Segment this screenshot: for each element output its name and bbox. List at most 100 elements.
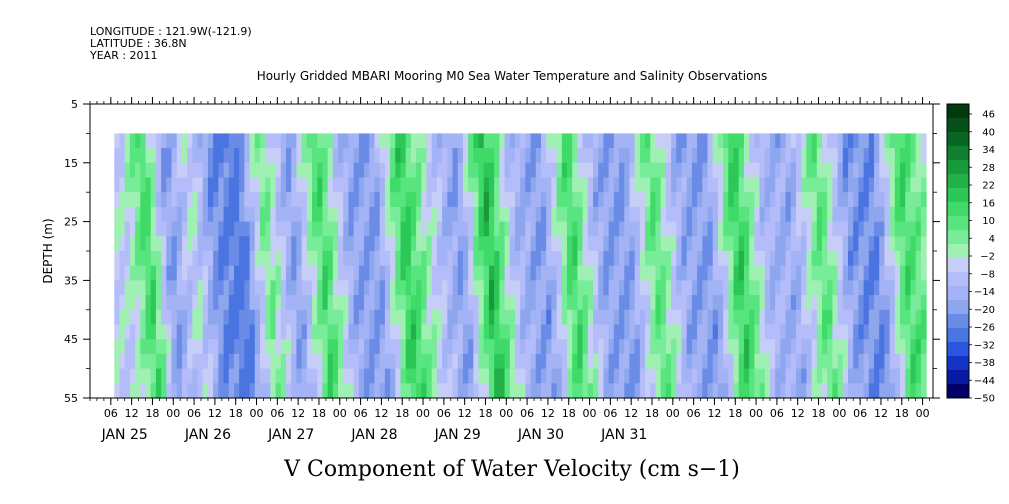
heatmap-cell bbox=[514, 353, 521, 370]
heatmap-cell bbox=[613, 148, 620, 164]
heatmap-cell bbox=[853, 368, 860, 384]
x-hour-tick-label: 12 bbox=[374, 407, 388, 420]
heatmap-cell bbox=[868, 280, 875, 296]
heatmap-cell bbox=[176, 324, 183, 340]
heatmap-cell bbox=[645, 206, 651, 223]
heatmap-cell bbox=[858, 177, 865, 193]
heatmap-cell bbox=[868, 251, 875, 267]
heatmap-cell bbox=[540, 177, 547, 193]
heatmap-cell bbox=[426, 339, 433, 355]
heatmap-cell bbox=[608, 383, 615, 399]
heatmap-cell bbox=[218, 265, 225, 281]
heatmap-cell bbox=[556, 383, 563, 399]
heatmap-cell bbox=[717, 251, 724, 267]
heatmap-cell bbox=[233, 192, 240, 208]
heatmap-cell bbox=[832, 324, 839, 340]
heatmap-cell bbox=[795, 309, 802, 326]
heatmap-cell bbox=[145, 324, 152, 340]
heatmap-cell bbox=[447, 280, 454, 296]
heatmap-cell bbox=[520, 221, 526, 237]
heatmap-cell bbox=[749, 221, 755, 237]
heatmap-cell bbox=[712, 133, 719, 149]
heatmap-cell bbox=[218, 295, 225, 311]
heatmap-cell bbox=[504, 162, 511, 179]
heatmap-cell bbox=[312, 251, 318, 267]
heatmap-cell bbox=[624, 192, 631, 208]
heatmap-cell bbox=[593, 148, 599, 164]
heatmap-cell bbox=[535, 353, 542, 370]
heatmap-cell bbox=[530, 192, 537, 208]
heatmap-cell bbox=[379, 368, 386, 384]
heatmap-cell bbox=[697, 177, 703, 193]
heatmap-cell bbox=[348, 251, 355, 267]
heatmap-cell bbox=[442, 280, 448, 296]
heatmap-cell bbox=[665, 206, 672, 223]
heatmap-cell bbox=[671, 236, 677, 252]
heatmap-cell bbox=[900, 192, 906, 208]
heatmap-cell bbox=[400, 324, 407, 340]
heatmap-cell bbox=[733, 148, 740, 164]
heatmap-cell bbox=[613, 383, 620, 399]
heatmap-cell bbox=[853, 177, 860, 193]
heatmap-cell bbox=[540, 236, 547, 252]
heatmap-cell bbox=[733, 383, 740, 399]
heatmap-cell bbox=[374, 368, 381, 384]
heatmap-cell bbox=[207, 353, 214, 370]
heatmap-cell bbox=[114, 383, 121, 399]
heatmap-cell bbox=[249, 177, 256, 193]
heatmap-cell bbox=[915, 177, 922, 193]
heatmap-cell bbox=[920, 177, 927, 193]
heatmap-cell bbox=[790, 280, 797, 296]
heatmap-cell bbox=[780, 339, 787, 355]
heatmap-cell bbox=[426, 309, 433, 326]
x-hour-tick-label: 18 bbox=[728, 407, 742, 420]
heatmap-cell bbox=[920, 206, 927, 223]
heatmap-cell bbox=[561, 148, 568, 164]
heatmap-cell bbox=[197, 353, 204, 370]
heatmap-cell bbox=[769, 192, 776, 208]
heatmap-cell bbox=[181, 206, 188, 223]
heatmap-cell bbox=[567, 368, 573, 384]
heatmap-cell bbox=[410, 133, 417, 149]
heatmap-cell bbox=[478, 148, 485, 164]
heatmap-cell bbox=[332, 309, 339, 326]
heatmap-cell bbox=[598, 206, 605, 223]
heatmap-cell bbox=[749, 251, 755, 267]
heatmap-cell bbox=[322, 177, 329, 193]
heatmap-cell bbox=[634, 206, 641, 223]
heatmap-cell bbox=[431, 148, 438, 164]
x-hour-tick-label: 18 bbox=[395, 407, 409, 420]
heatmap-cell bbox=[821, 383, 828, 399]
heatmap-cell bbox=[124, 221, 131, 237]
heatmap-cell bbox=[478, 309, 485, 326]
heatmap-cell bbox=[473, 353, 480, 370]
heatmap-cell bbox=[488, 339, 495, 355]
heatmap-cell bbox=[129, 324, 136, 340]
heatmap-cell bbox=[780, 162, 787, 179]
heatmap-cell bbox=[161, 236, 167, 252]
heatmap-cell bbox=[306, 368, 313, 384]
heatmap-cell bbox=[858, 339, 865, 355]
heatmap-cell bbox=[816, 206, 823, 223]
heatmap-cell bbox=[327, 265, 334, 281]
heatmap-cell bbox=[244, 383, 251, 399]
heatmap-cell bbox=[582, 236, 589, 252]
heatmap-cell bbox=[145, 133, 152, 149]
heatmap-cell bbox=[270, 309, 277, 326]
heatmap-cell bbox=[364, 251, 370, 267]
heatmap-cell bbox=[483, 368, 490, 384]
heatmap-cell bbox=[390, 206, 396, 223]
heatmap-cell bbox=[738, 324, 745, 340]
heatmap-cell bbox=[473, 148, 480, 164]
heatmap-cell bbox=[291, 177, 298, 193]
heatmap-cell bbox=[343, 177, 350, 193]
heatmap-cell bbox=[270, 368, 277, 384]
heatmap-cell bbox=[426, 295, 433, 311]
heatmap-cell bbox=[645, 265, 651, 281]
heatmap-cell bbox=[556, 309, 563, 326]
heatmap-cell bbox=[540, 133, 547, 149]
heatmap-cell bbox=[145, 265, 152, 281]
heatmap-cell bbox=[587, 280, 594, 296]
heatmap-cell bbox=[161, 295, 167, 311]
heatmap-cell bbox=[556, 265, 563, 281]
